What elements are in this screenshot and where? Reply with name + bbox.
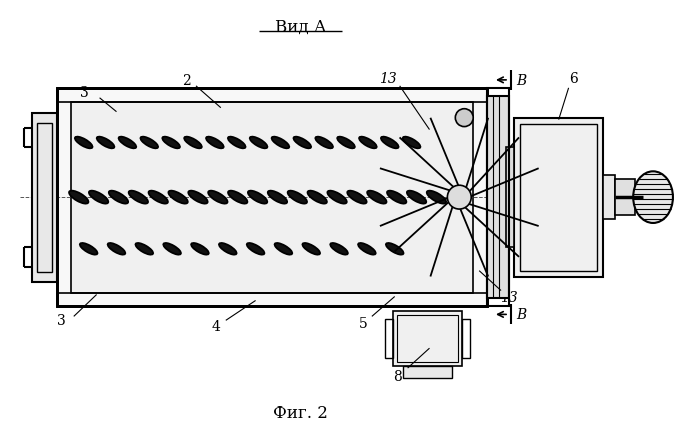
Ellipse shape xyxy=(359,138,377,149)
Ellipse shape xyxy=(447,186,471,209)
Ellipse shape xyxy=(119,138,136,149)
Bar xyxy=(603,176,615,219)
Ellipse shape xyxy=(294,138,311,149)
Ellipse shape xyxy=(633,172,673,223)
Text: 13: 13 xyxy=(500,290,518,304)
Ellipse shape xyxy=(136,244,153,255)
Ellipse shape xyxy=(403,138,420,149)
Ellipse shape xyxy=(275,244,292,255)
Bar xyxy=(506,148,514,247)
Bar xyxy=(520,124,598,271)
Text: 5: 5 xyxy=(359,317,367,331)
Ellipse shape xyxy=(168,191,188,204)
Ellipse shape xyxy=(387,191,406,204)
Text: Фиг. 2: Фиг. 2 xyxy=(273,404,328,421)
Text: 4: 4 xyxy=(211,320,220,334)
Ellipse shape xyxy=(228,138,245,149)
Ellipse shape xyxy=(331,244,348,255)
Ellipse shape xyxy=(69,191,88,204)
Text: 3: 3 xyxy=(57,314,66,328)
Ellipse shape xyxy=(268,191,287,204)
Ellipse shape xyxy=(337,138,355,149)
Ellipse shape xyxy=(80,244,97,255)
Bar xyxy=(384,320,393,358)
Ellipse shape xyxy=(109,191,128,204)
Ellipse shape xyxy=(288,191,307,204)
Bar xyxy=(487,88,509,307)
Ellipse shape xyxy=(219,244,236,255)
Ellipse shape xyxy=(427,191,446,204)
Ellipse shape xyxy=(358,244,375,255)
Ellipse shape xyxy=(129,191,148,204)
Ellipse shape xyxy=(407,191,426,204)
Bar xyxy=(487,96,509,299)
Text: 13: 13 xyxy=(379,72,396,86)
Ellipse shape xyxy=(96,138,115,149)
Ellipse shape xyxy=(206,138,224,149)
Ellipse shape xyxy=(75,138,92,149)
Bar xyxy=(615,180,635,215)
Ellipse shape xyxy=(455,110,473,127)
Ellipse shape xyxy=(347,191,366,204)
Bar xyxy=(32,113,57,282)
Bar xyxy=(393,312,462,366)
Bar xyxy=(57,88,487,307)
Bar xyxy=(397,316,459,362)
Bar xyxy=(57,88,487,307)
Ellipse shape xyxy=(164,244,181,255)
Ellipse shape xyxy=(89,191,108,204)
Ellipse shape xyxy=(185,138,202,149)
Ellipse shape xyxy=(303,244,320,255)
Text: 3: 3 xyxy=(80,85,89,99)
Ellipse shape xyxy=(208,191,227,204)
Ellipse shape xyxy=(315,138,333,149)
Ellipse shape xyxy=(272,138,289,149)
Text: 6: 6 xyxy=(569,72,578,86)
Bar xyxy=(37,124,52,272)
Ellipse shape xyxy=(149,191,168,204)
Ellipse shape xyxy=(108,244,125,255)
Ellipse shape xyxy=(191,244,209,255)
Ellipse shape xyxy=(248,191,267,204)
Ellipse shape xyxy=(140,138,158,149)
Ellipse shape xyxy=(386,244,403,255)
Ellipse shape xyxy=(250,138,267,149)
Text: Вид А: Вид А xyxy=(275,19,326,36)
Bar xyxy=(514,118,603,277)
Ellipse shape xyxy=(228,191,247,204)
Ellipse shape xyxy=(188,191,208,204)
Ellipse shape xyxy=(162,138,180,149)
Ellipse shape xyxy=(381,138,398,149)
Ellipse shape xyxy=(327,191,347,204)
Text: В: В xyxy=(516,307,526,321)
Text: В: В xyxy=(516,74,526,88)
Ellipse shape xyxy=(247,244,264,255)
Ellipse shape xyxy=(308,191,327,204)
Text: 8: 8 xyxy=(394,369,402,383)
Bar xyxy=(71,102,473,293)
Ellipse shape xyxy=(367,191,387,204)
Bar xyxy=(462,320,470,358)
Bar xyxy=(403,366,452,378)
Text: 2: 2 xyxy=(182,74,190,88)
